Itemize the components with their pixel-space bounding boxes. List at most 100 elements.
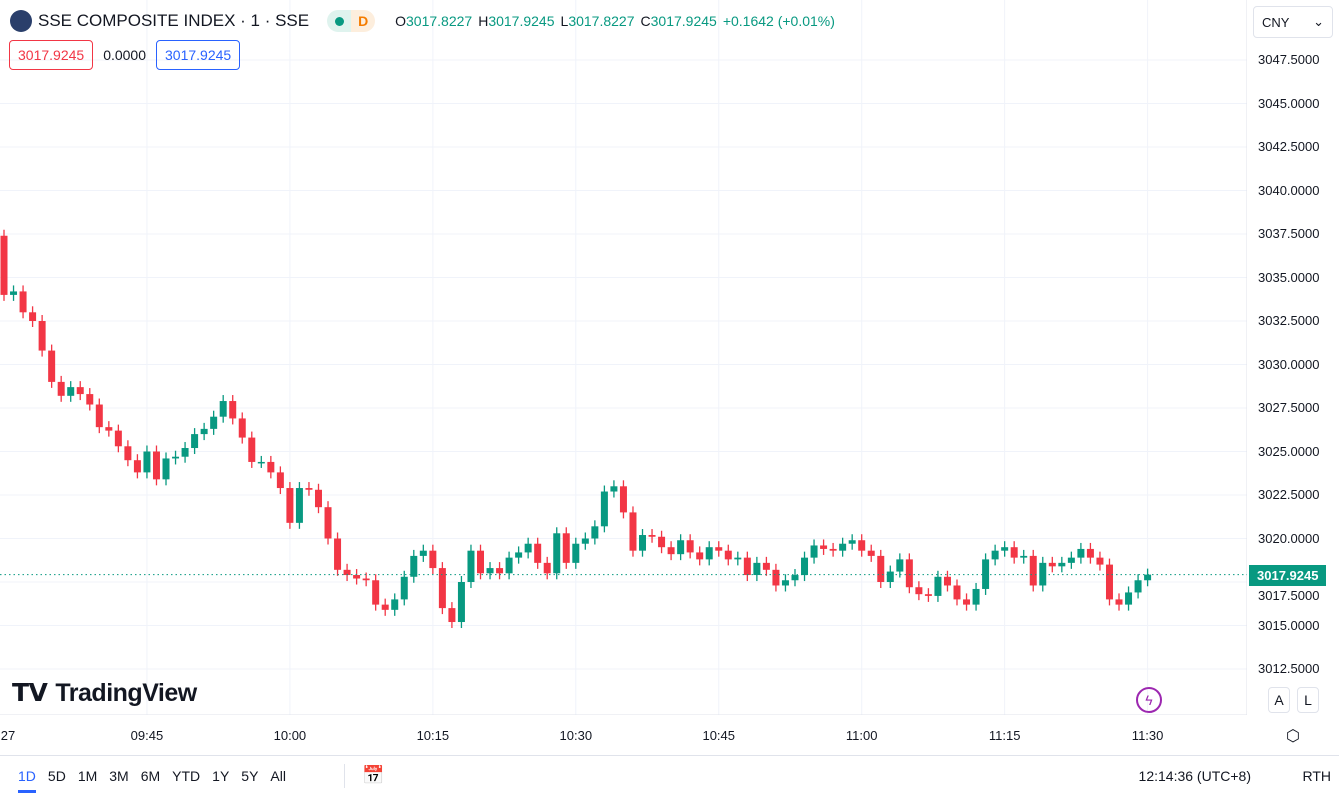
range-ytd[interactable]: YTD <box>172 768 201 784</box>
candle-body <box>86 394 94 405</box>
candle-body <box>610 486 618 492</box>
candle-body <box>181 448 189 457</box>
delayed-data-badge: D <box>351 10 376 32</box>
candle-body <box>353 575 361 579</box>
candle-body <box>1134 580 1142 593</box>
candle-body <box>743 557 751 576</box>
candle-body <box>143 451 151 473</box>
calendar-goto-icon[interactable]: 📅 <box>362 765 385 785</box>
candle-body <box>314 489 322 508</box>
candle-body <box>0 235 8 295</box>
range-1d[interactable]: 1D <box>18 768 36 793</box>
lightning-icon[interactable]: ϟ <box>1136 687 1162 713</box>
current-price-label: 3017.9245 <box>1249 565 1327 586</box>
candle-body <box>391 599 399 610</box>
candle-body <box>1058 562 1066 567</box>
time-label: 10:00 <box>273 728 307 743</box>
candle-body <box>562 533 570 563</box>
time-label: 11:15 <box>988 728 1021 743</box>
price-tick: 3045.0000 <box>1258 95 1320 111</box>
candle-body <box>76 387 84 395</box>
price-tick: 3022.5000 <box>1258 487 1320 502</box>
candle-body <box>724 550 732 560</box>
candle-body <box>762 562 770 570</box>
price-tick: 3027.5000 <box>1258 400 1320 415</box>
settings-icon[interactable]: ⬡ <box>1286 728 1300 745</box>
candle-body <box>1115 599 1123 605</box>
log-scale-button[interactable]: L <box>1297 687 1319 713</box>
candle-body <box>963 599 971 605</box>
symbol-title[interactable]: SSE COMPOSITE INDEX · 1 · SSE <box>38 11 310 30</box>
candle-body <box>543 562 551 574</box>
range-5d[interactable]: 5D <box>47 768 66 784</box>
candle-body <box>133 460 141 473</box>
candle-body <box>658 536 666 548</box>
candle-body <box>1144 574 1152 581</box>
candle-body <box>1077 548 1085 558</box>
candle-body <box>829 548 837 551</box>
market-status-badge[interactable]: D <box>327 10 376 32</box>
range-6m[interactable]: 6M <box>140 768 161 784</box>
candle-body <box>29 312 37 321</box>
tradingview-logo[interactable]: 𝗧𝗩 TradingView <box>12 678 197 708</box>
price-tick: 3035.0000 <box>1258 269 1320 285</box>
candle-body <box>943 576 951 586</box>
time-label: 11:00 <box>845 728 878 743</box>
candle-body <box>67 387 75 396</box>
candle-body <box>924 594 932 596</box>
time-label: 10:30 <box>559 728 593 743</box>
candle-body <box>896 559 904 572</box>
candle-body <box>581 538 589 544</box>
candle-body <box>1048 562 1056 567</box>
candle-body <box>1096 557 1104 565</box>
candle-body <box>95 404 103 428</box>
candle-body <box>905 559 913 588</box>
candle-body <box>372 580 380 605</box>
candle-body <box>915 587 923 595</box>
chevron-down-icon: ⌄ <box>1313 14 1324 29</box>
candle-body <box>1067 557 1075 563</box>
range-3m[interactable]: 3M <box>109 768 129 784</box>
currency-select[interactable]: CNY ⌄ <box>1253 6 1333 38</box>
range-selector: 1D 5D 1M 3M 6M YTD 1Y 5Y All <box>18 768 286 793</box>
ohlc-values: O3017.8227 H3017.9245 L3017.8227 C3017.9… <box>395 13 835 29</box>
auto-scale-button[interactable]: A <box>1268 687 1290 713</box>
candle-body <box>734 557 742 560</box>
price-tick: 3030.0000 <box>1258 356 1320 372</box>
range-all[interactable]: All <box>270 768 286 784</box>
candle-body <box>1029 555 1037 586</box>
candle-body <box>534 543 542 563</box>
price-tick: 3040.0000 <box>1258 182 1320 198</box>
sse-logo-icon <box>10 10 32 32</box>
candle-body <box>781 580 789 586</box>
candle-body <box>877 555 885 582</box>
candle-body <box>191 434 199 449</box>
candle-body <box>438 568 446 609</box>
candle-body <box>696 552 704 560</box>
candle-body <box>639 535 647 551</box>
candle-body <box>400 576 408 600</box>
clock-timezone[interactable]: 12:14:36 (UTC+8) <box>1138 768 1251 784</box>
sell-button[interactable]: 3017.9245 <box>9 40 94 70</box>
candle-body <box>467 550 475 582</box>
buy-button[interactable]: 3017.9245 <box>156 40 241 70</box>
candle-body <box>629 512 637 551</box>
candlestick-chart[interactable] <box>0 0 1247 715</box>
range-1y[interactable]: 1Y <box>212 768 230 784</box>
time-label: 27 <box>0 728 16 743</box>
candle-body <box>410 555 418 577</box>
symbol-legend: SSE COMPOSITE INDEX · 1 · SSE D O3017.82… <box>10 10 835 32</box>
candle-body <box>810 545 818 558</box>
candle-body <box>858 540 866 551</box>
session-toggle[interactable]: RTH <box>1302 768 1331 784</box>
candle-body <box>496 568 504 574</box>
candle-body <box>334 538 342 570</box>
candle-body <box>324 507 332 539</box>
candle-body <box>801 557 809 576</box>
range-5y[interactable]: 5Y <box>241 768 259 784</box>
range-1m[interactable]: 1M <box>77 768 98 784</box>
candle-body <box>667 547 675 555</box>
candle-body <box>114 430 122 447</box>
candle-body <box>1125 592 1133 605</box>
candle-body <box>477 550 484 574</box>
